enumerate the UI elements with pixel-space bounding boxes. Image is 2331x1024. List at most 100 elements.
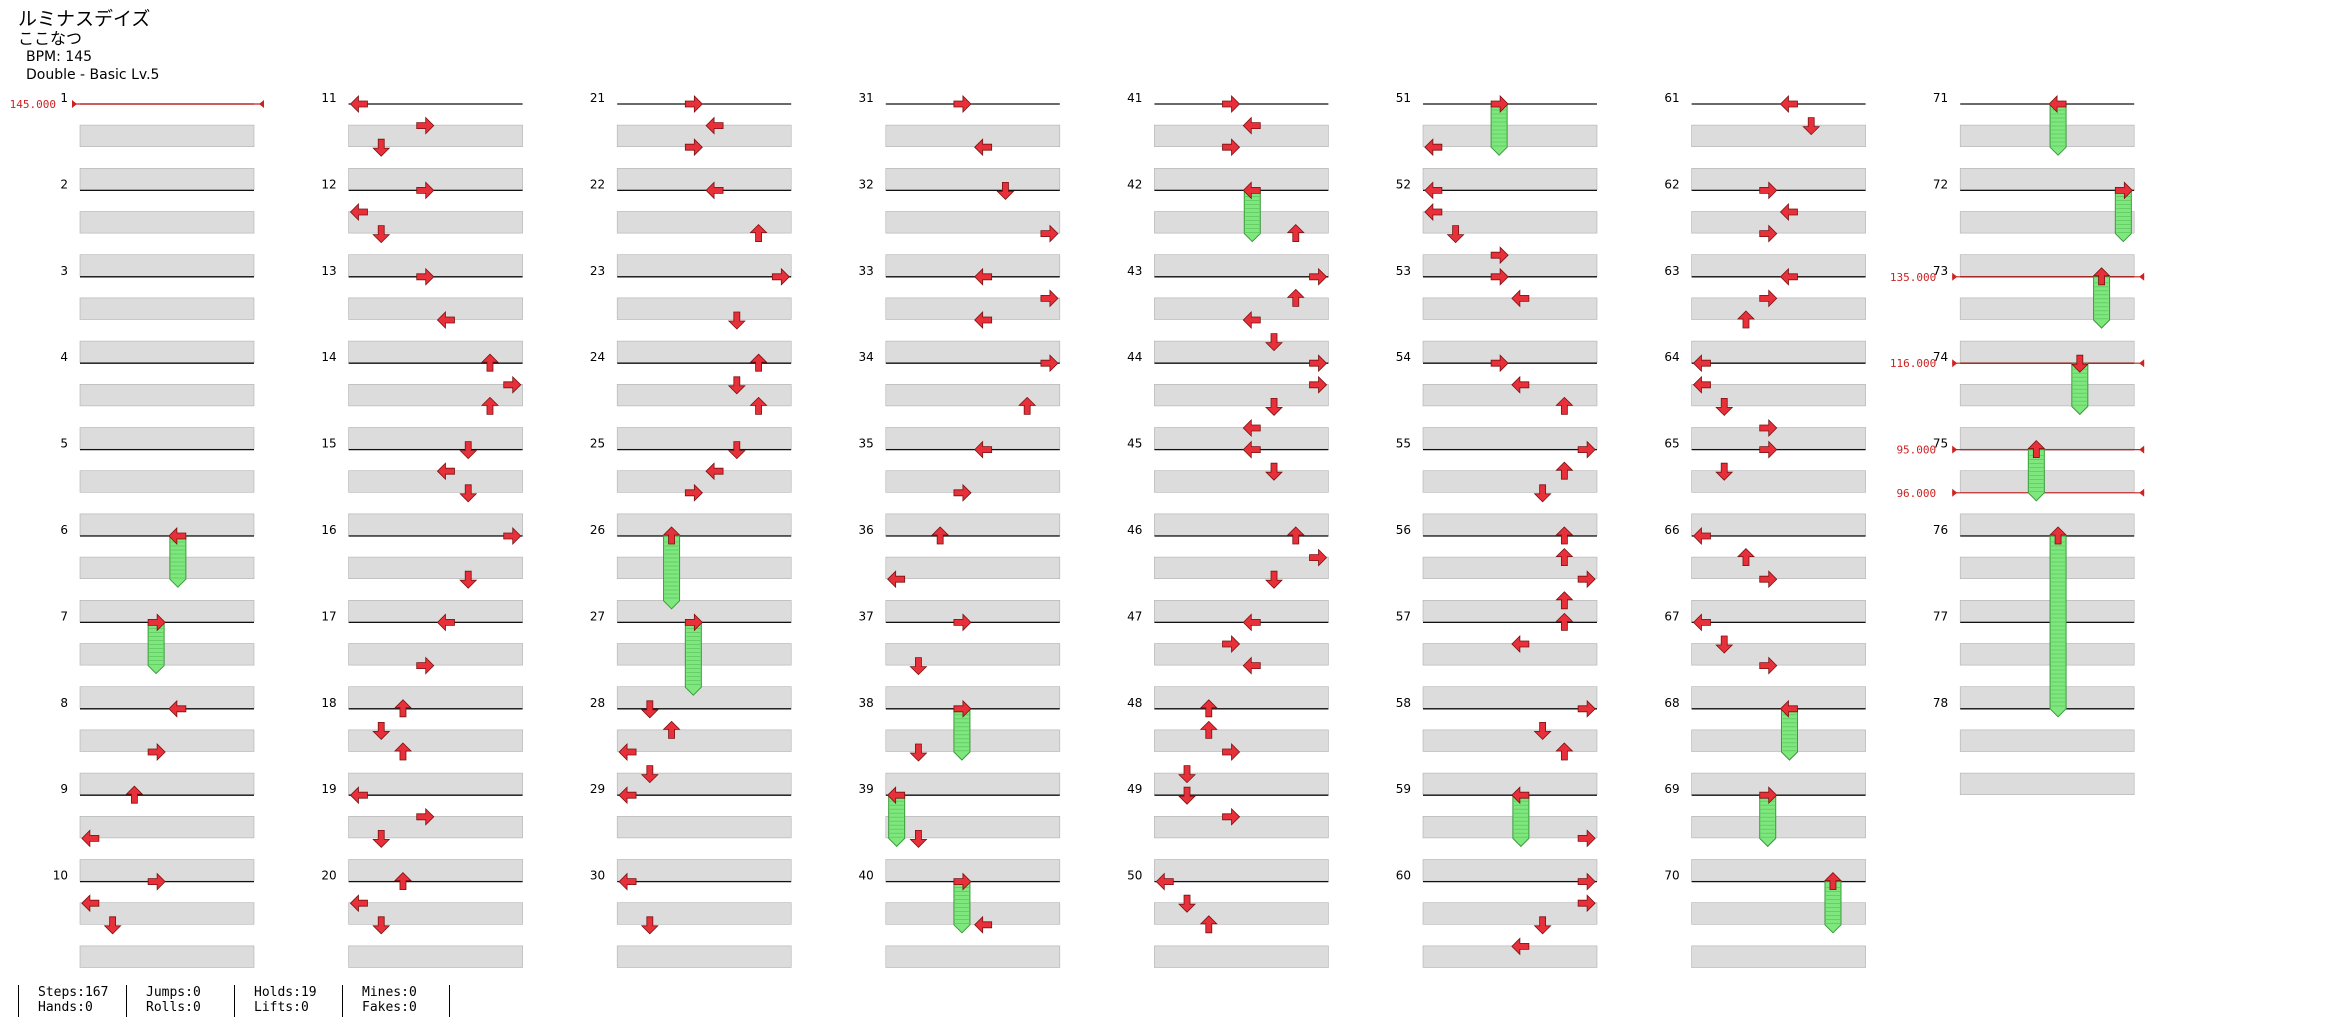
step-arrow-up-icon — [931, 526, 950, 545]
step-arrow-right-icon — [416, 267, 435, 286]
measure-lane-stripe — [1422, 945, 1598, 968]
measure-lane-stripe — [79, 383, 255, 407]
measure-lane-stripe — [1422, 815, 1598, 839]
step-arrow-up-icon — [749, 224, 768, 243]
measure-lane-stripe — [79, 729, 255, 752]
step-arrow-right-icon — [684, 613, 703, 632]
measure-lane-stripe — [1154, 427, 1329, 450]
step-arrow-down-icon — [1715, 462, 1734, 481]
bpm-change-start-marker — [1952, 272, 1958, 281]
measure-number: 38 — [859, 696, 874, 710]
stat-rolls: Rolls:0 — [146, 1000, 201, 1015]
measure-number: 55 — [1396, 437, 1411, 451]
measure-lane-stripe — [616, 168, 792, 191]
measure-number: 33 — [859, 264, 874, 278]
step-arrow-down-icon — [1265, 397, 1283, 416]
measure-lane-stripe — [1154, 643, 1329, 666]
measure-lane-stripe — [1154, 556, 1329, 579]
step-arrow-left-icon — [1242, 181, 1261, 200]
step-arrow-up-icon — [1199, 720, 1218, 739]
measure-lane-stripe — [616, 729, 792, 752]
measure-number: 32 — [859, 177, 874, 191]
measure-number: 34 — [859, 350, 874, 364]
measure-number: 60 — [1396, 869, 1411, 883]
hold-note-body — [1759, 794, 1777, 848]
step-arrow-left-icon — [2048, 95, 2067, 113]
step-arrow-up-icon — [394, 872, 412, 890]
measure-lane-stripe — [1422, 254, 1598, 277]
hold-note-body — [2049, 103, 2067, 156]
measure-lane-stripe — [348, 124, 523, 147]
stats-divider — [342, 985, 343, 1017]
measure-number: 24 — [590, 350, 605, 364]
measure-lane-stripe — [1422, 686, 1598, 709]
measure-number: 27 — [590, 609, 605, 623]
bpm-change-label: 95.000 — [1896, 444, 1936, 457]
measure-lane-stripe — [1422, 513, 1598, 536]
stats-column: Steps:167 Hands:0 — [18, 985, 128, 1017]
step-arrow-down-icon — [909, 743, 928, 762]
measure-lane-stripe — [79, 297, 255, 320]
step-arrow-up-icon — [1555, 396, 1574, 415]
measure-lane-stripe — [348, 254, 523, 277]
measure-lane-stripe — [79, 254, 255, 277]
step-arrow-left-icon — [81, 829, 100, 848]
step-arrow-left-icon — [1424, 203, 1443, 221]
measure-lane-stripe — [79, 513, 255, 536]
step-arrow-down-icon — [1533, 484, 1552, 503]
measure-lane-stripe — [885, 297, 1061, 320]
step-arrow-right-icon — [1309, 548, 1328, 567]
step-arrow-left-icon — [1242, 440, 1261, 459]
step-arrow-down-icon — [459, 570, 478, 589]
step-arrow-down-icon — [372, 138, 391, 157]
measure-number: 56 — [1396, 523, 1411, 537]
step-arrow-down-icon — [459, 484, 478, 503]
step-arrow-left-icon — [349, 786, 368, 805]
measure-lane-stripe — [1154, 470, 1329, 493]
measure-lane-stripe — [1959, 470, 2135, 493]
stat-mines: Mines:0 — [362, 985, 417, 1000]
measure-lane-stripe — [885, 383, 1061, 407]
measure-number: 4 — [60, 350, 68, 364]
measure-number: 7 — [60, 609, 68, 623]
measure-number: 22 — [590, 177, 605, 191]
stats-column: Holds:19 Lifts:0 — [234, 985, 344, 1017]
bpm-change-label: 116.000 — [1890, 357, 1936, 370]
step-arrow-right-icon — [1759, 289, 1778, 308]
step-arrow-left-icon — [1155, 872, 1174, 891]
measure-lane-stripe — [348, 556, 523, 579]
step-arrow-down-icon — [1265, 333, 1283, 352]
measure-lane-stripe — [1154, 902, 1329, 925]
step-arrow-right-icon — [1490, 95, 1509, 113]
step-arrow-right-icon — [1309, 375, 1328, 394]
measure-lane-stripe — [1691, 470, 1866, 493]
measure-lane-stripe — [885, 124, 1061, 147]
step-arrow-left-icon — [168, 527, 187, 545]
measure-number: 46 — [1127, 523, 1142, 537]
measure-lane-stripe — [79, 772, 255, 795]
step-arrow-down-icon — [727, 311, 746, 330]
step-arrow-left-icon — [1692, 613, 1711, 632]
measure-lane-stripe — [1959, 211, 2135, 234]
measure-lane-stripe — [1691, 729, 1866, 752]
measure-lane-stripe — [1154, 211, 1329, 234]
step-arrow-up-icon — [662, 720, 681, 739]
measure-number: 8 — [60, 696, 68, 710]
measure-number: 51 — [1396, 91, 1411, 105]
step-arrow-up-icon — [1555, 526, 1574, 545]
step-arrow-down-icon — [640, 916, 659, 935]
step-arrow-up-icon — [1555, 591, 1574, 610]
measure-lane-stripe — [1691, 643, 1866, 666]
measure-lane-stripe — [616, 211, 792, 234]
measure-lane-stripe — [1959, 124, 2135, 147]
step-arrow-left-icon — [1424, 138, 1443, 157]
step-arrow-left-icon — [974, 311, 993, 329]
stat-holds: Holds:19 — [254, 985, 317, 1000]
step-arrow-down-icon — [2070, 354, 2089, 373]
measure-number: 41 — [1127, 91, 1142, 105]
measure-number: 40 — [859, 869, 874, 883]
step-arrow-up-icon — [1286, 288, 1305, 307]
measure-lane-stripe — [885, 340, 1061, 364]
step-arrow-down-icon — [1446, 225, 1465, 244]
